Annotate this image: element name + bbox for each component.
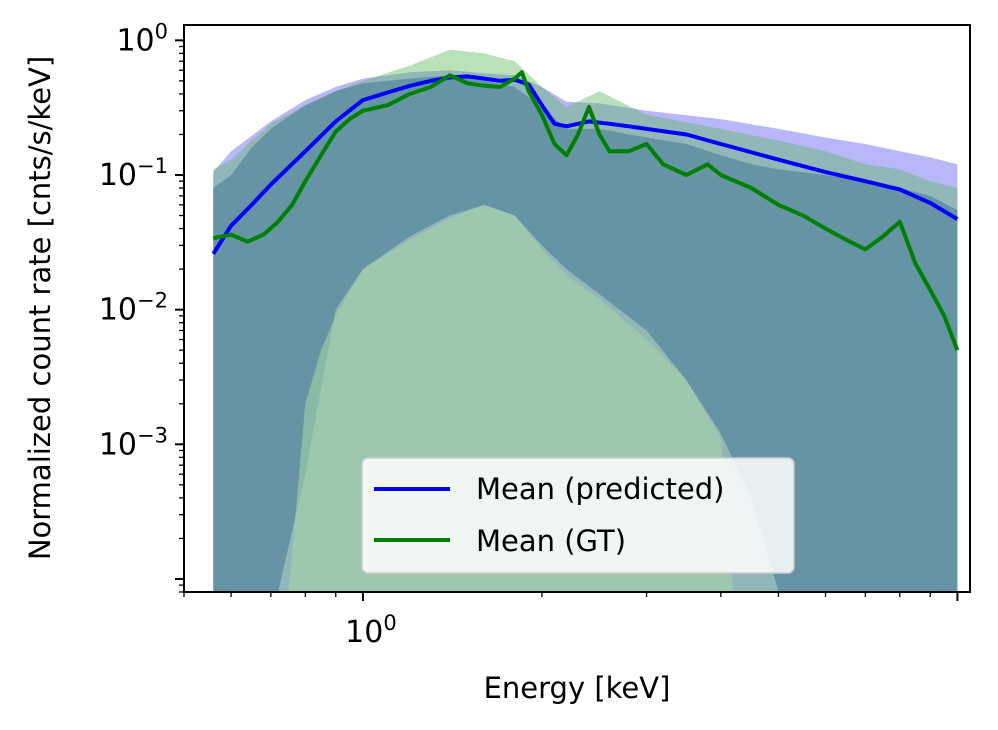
series-layer	[211, 70, 960, 351]
y-tick-label: 100	[116, 19, 168, 58]
legend: Mean (predicted) Mean (GT)	[361, 457, 795, 574]
legend-label-predicted: Mean (predicted)	[476, 472, 724, 506]
y-axis-label: Normalized count rate [cnts/s/keV]	[23, 56, 57, 560]
x-axis-label: Energy [keV]	[484, 671, 671, 705]
x-tick-label: 100	[345, 611, 397, 650]
y-tick-label: 10−2	[99, 289, 168, 328]
legend-box	[361, 457, 795, 574]
y-tick-label: 10−1	[99, 154, 168, 193]
legend-label-gt: Mean (GT)	[476, 524, 626, 558]
plot-frame	[183, 24, 971, 593]
series-line-predicted	[211, 74, 959, 255]
x-axis: 100	[183, 592, 959, 650]
series-line-gt	[212, 70, 960, 351]
y-tick-label: 10−3	[99, 423, 168, 462]
y-axis: 100 10−1 10−2 10−3	[99, 19, 184, 593]
